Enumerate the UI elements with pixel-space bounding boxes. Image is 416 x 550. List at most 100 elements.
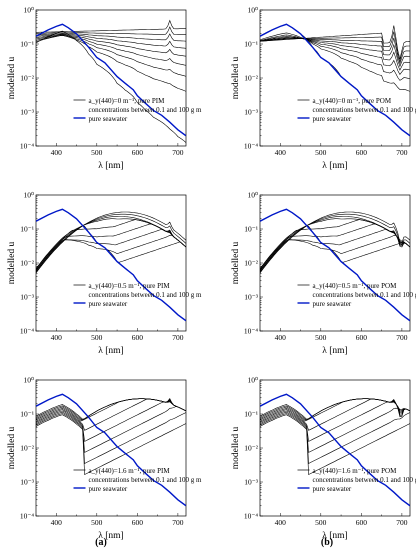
- plot-frame: [259, 379, 411, 517]
- plot-frame: [259, 9, 411, 147]
- plot-area: [36, 208, 186, 322]
- y-tick-label: 10⁻¹: [244, 40, 258, 49]
- x-tick-label: 500: [315, 148, 327, 157]
- particle-curve: [260, 31, 410, 63]
- x-tick-label: 700: [172, 333, 184, 342]
- y-axis-label: modelled u: [7, 427, 17, 470]
- x-tick-label: 700: [396, 148, 408, 157]
- legend-entry: pure seawater: [313, 300, 352, 308]
- y-axis-label: modelled u: [7, 242, 17, 285]
- x-tick-label: 400: [51, 148, 63, 157]
- particle-curve: [260, 35, 410, 75]
- legend-entry: a_y(440)=0.5 m⁻¹, pure PIM: [89, 282, 171, 290]
- seawater-line: [260, 23, 410, 137]
- particle-curve: [260, 228, 410, 272]
- x-tick-label: 400: [275, 333, 287, 342]
- x-tick-label: 700: [172, 148, 184, 157]
- y-tick-label: 10⁻⁴: [20, 327, 34, 336]
- x-tick-label: 500: [91, 333, 103, 342]
- particle-curve: [260, 412, 410, 464]
- legend-entry: concentrations between 0.1 and 100 g m: [313, 476, 416, 484]
- legend-entry: pure seawater: [89, 300, 128, 308]
- particle-curve: [36, 401, 186, 442]
- particle-curve: [36, 228, 186, 272]
- panel-label-a: (a): [95, 537, 107, 548]
- x-axis-label: λ [nm]: [322, 346, 347, 356]
- y-tick-label: 10⁻⁴: [20, 512, 34, 521]
- y-tick-label: 10⁰: [23, 6, 34, 15]
- legend-entry: concentrations between 0.1 and 100 g m: [89, 106, 202, 114]
- legend-entry: pure seawater: [89, 485, 128, 493]
- particle-curve: [260, 36, 410, 71]
- legend: a_y(440)=1.6 m⁻¹, pure PIMconcentrations…: [73, 467, 202, 493]
- particle-curve: [36, 213, 186, 272]
- particle-curve: [260, 25, 410, 60]
- plot-area: [260, 23, 410, 137]
- particle-curve: [36, 34, 186, 57]
- y-tick-label: 10⁻¹: [20, 410, 34, 419]
- plot-area: [260, 393, 410, 507]
- chart-panel-f: 400 500 600 700 10⁰ 10⁻¹ 10⁻² 10⁻³ 10⁻⁴ λ [nm] mod…: [231, 376, 416, 542]
- x-tick-label: 600: [356, 333, 368, 342]
- particle-curve: [36, 398, 186, 420]
- y-tick-label: 10⁻³: [20, 293, 34, 302]
- x-tick-label: 700: [396, 518, 408, 527]
- x-axis-label: λ [nm]: [98, 161, 123, 171]
- particle-curve: [36, 216, 186, 269]
- chart-panel-a: 400 500 600 700 10⁰ 10⁻¹ 10⁻² 10⁻³ 10⁻⁴ λ [nm] mod…: [7, 6, 202, 172]
- plot-area: [260, 208, 410, 322]
- legend: a_y(440)=0.5 m⁻¹, pure PIMconcentrations…: [73, 282, 202, 308]
- y-axis-label: modelled u: [7, 57, 17, 100]
- legend-entry: concentrations between 0.1 and 100 g m: [313, 291, 416, 299]
- particle-curve: [36, 30, 186, 143]
- y-tick-label: 10⁰: [247, 191, 258, 200]
- x-tick-label: 400: [51, 518, 63, 527]
- legend-entry: a_y(440)=1.6 m⁻¹, pure POM: [313, 467, 398, 475]
- seawater-line: [36, 23, 186, 137]
- y-tick-label: 10⁻³: [20, 108, 34, 117]
- y-tick-label: 10⁻²: [244, 74, 258, 83]
- seawater-line: [36, 393, 186, 507]
- y-tick-label: 10⁻¹: [20, 225, 34, 234]
- legend-entry: concentrations between 0.1 and 100 g m: [89, 291, 202, 299]
- x-axis-label: λ [nm]: [322, 161, 347, 171]
- x-tick-label: 600: [356, 148, 368, 157]
- x-tick-label: 500: [91, 518, 103, 527]
- particle-curve: [36, 211, 186, 274]
- chart-panel-b: 400 500 600 700 10⁰ 10⁻¹ 10⁻² 10⁻³ 10⁻⁴ λ [nm] mod…: [231, 6, 416, 172]
- y-axis-label: modelled u: [231, 427, 241, 470]
- y-tick-label: 10⁻⁴: [244, 327, 258, 336]
- particle-curve: [260, 211, 410, 274]
- legend-entry: pure seawater: [313, 485, 352, 493]
- y-tick-label: 10⁻³: [244, 293, 258, 302]
- y-tick-label: 10⁻²: [20, 74, 34, 83]
- x-tick-label: 500: [315, 518, 327, 527]
- particle-curve: [36, 406, 186, 453]
- legend: a_y(440)=1.6 m⁻¹, pure POMconcentrations…: [297, 467, 416, 493]
- y-tick-label: 10⁰: [247, 6, 258, 15]
- x-tick-label: 400: [275, 518, 287, 527]
- particle-curve: [36, 34, 186, 66]
- legend-entry: a_y(440)=0 m⁻¹, pure POM: [313, 97, 392, 105]
- particle-curve: [36, 33, 186, 49]
- particle-curve: [36, 234, 186, 273]
- x-axis-label: λ [nm]: [322, 531, 347, 541]
- panel-label-b: (b): [321, 537, 333, 548]
- x-axis-label: λ [nm]: [98, 531, 123, 541]
- y-tick-label: 10⁻¹: [244, 410, 258, 419]
- particle-curve: [260, 234, 410, 273]
- x-tick-label: 600: [132, 333, 144, 342]
- plot-frame: [35, 379, 187, 517]
- particle-curve: [260, 34, 410, 81]
- particle-curve: [260, 398, 410, 420]
- seawater-line: [36, 208, 186, 322]
- legend-entry: concentrations between 0.1 and 100 g m: [89, 476, 202, 484]
- seawater-line: [260, 393, 410, 507]
- y-tick-label: 10⁻²: [20, 444, 34, 453]
- chart-panel-d: 400 500 600 700 10⁰ 10⁻¹ 10⁻² 10⁻³ 10⁻⁴ λ [nm] mod…: [231, 191, 416, 357]
- x-tick-label: 400: [275, 148, 287, 157]
- particle-curve: [260, 32, 410, 92]
- y-tick-label: 10⁻⁴: [20, 142, 34, 151]
